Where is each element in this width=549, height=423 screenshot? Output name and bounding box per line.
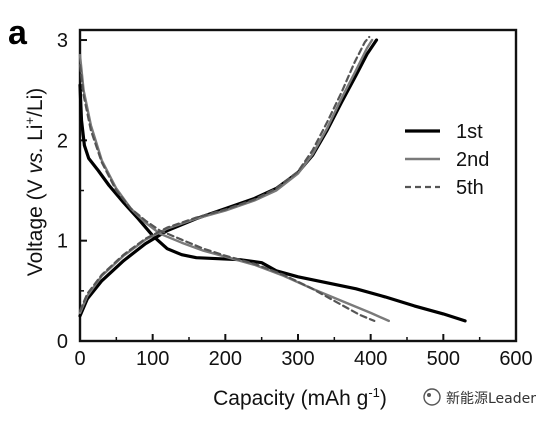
y-axis-label-vs: vs. — [24, 147, 47, 174]
x-tick-label: 100 — [136, 348, 169, 370]
watermark: 新能源Leader — [423, 388, 536, 407]
x-axis-label: Capacity (mAh g-1) — [213, 385, 387, 410]
series-line-1st-discharge — [78, 83, 467, 323]
x-axis-label-end: ) — [380, 387, 387, 410]
series-line-1st-charge — [78, 38, 379, 318]
y-tick-label: 1 — [57, 231, 68, 253]
legend-label-1st: 1st — [456, 121, 483, 143]
x-tick-label: 600 — [499, 348, 532, 370]
legend-label-2nd: 2nd — [456, 149, 489, 171]
x-tick-label: 0 — [74, 348, 85, 370]
plot-area: 0 100 200 300 400 500 600 0 1 2 3 — [57, 28, 533, 370]
x-tick-label: 300 — [281, 348, 314, 370]
series-line-5th-charge — [78, 35, 371, 312]
y-tick-label: 0 — [57, 331, 68, 353]
series-line-2nd-charge — [78, 38, 374, 315]
watermark-icon — [423, 388, 441, 406]
y-axis-label-part: Voltage (V — [24, 174, 47, 277]
y-tick-label: 3 — [57, 30, 68, 52]
legend-label-5th: 5th — [456, 177, 484, 199]
watermark-text: 新能源Leader — [446, 391, 536, 407]
y-axis-label: Voltage (V vs. Li+/Li) — [22, 88, 47, 277]
y-axis-label-superscript: + — [22, 117, 37, 125]
panel-label: a — [8, 14, 28, 52]
x-tick-label: 500 — [427, 348, 460, 370]
y-axis-label-li: Li — [24, 125, 47, 147]
x-tick-label: 400 — [354, 348, 387, 370]
y-tick-label: 2 — [57, 130, 68, 152]
x-axis-label-superscript: -1 — [368, 385, 380, 400]
x-tick-label: 200 — [209, 348, 242, 370]
legend: 1st 2nd 5th — [405, 121, 489, 199]
x-axis-label-main: Capacity (mAh g — [213, 387, 368, 410]
series-line-5th-discharge — [78, 63, 376, 322]
plot-frame — [78, 28, 518, 343]
y-axis-label-end: /Li) — [24, 88, 47, 117]
watermark-icon-dot — [427, 393, 431, 397]
